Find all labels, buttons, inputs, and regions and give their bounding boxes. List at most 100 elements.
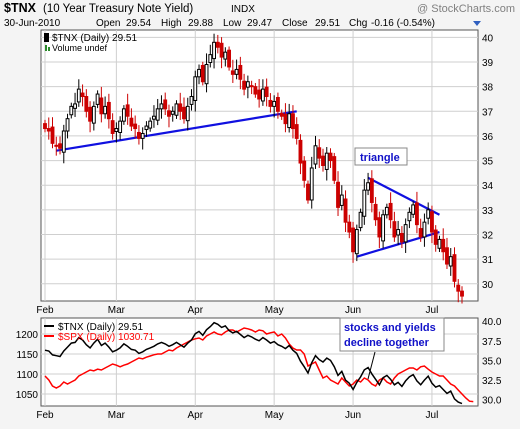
candle <box>339 185 344 211</box>
candle-body <box>264 86 269 98</box>
candle-body <box>182 106 186 120</box>
candle-body <box>91 105 96 124</box>
legend-tnx: $TNX (Daily) 29.51 <box>52 33 137 44</box>
candle-body <box>152 115 156 120</box>
candle <box>200 61 205 86</box>
candle-body <box>178 103 183 112</box>
candle-body <box>80 92 85 98</box>
candle-body <box>430 211 434 233</box>
candle-body <box>99 97 104 115</box>
candle-body <box>155 108 160 121</box>
candle-body <box>204 63 209 85</box>
candle-legend-icon <box>44 33 49 42</box>
candle <box>399 226 404 249</box>
volume-legend-icon <box>45 45 47 51</box>
candle <box>43 119 47 133</box>
candle-body <box>200 64 205 83</box>
candle <box>294 117 299 145</box>
candle-body <box>445 247 449 265</box>
candle-body <box>140 132 145 139</box>
comparison-legend: $TNX (Daily) 29.51 $SPX (Daily) 1030.71 <box>44 322 155 343</box>
candle <box>227 46 232 71</box>
candle-body <box>215 41 220 48</box>
price-y-tick-label: 34 <box>482 181 494 192</box>
high-label: High <box>161 18 182 29</box>
candle <box>309 156 314 209</box>
candle-body <box>242 80 247 90</box>
trendline <box>56 110 297 152</box>
candle <box>73 92 77 117</box>
candle <box>189 89 194 111</box>
symbol-description: (10 Year Treasury Note Yield) <box>43 3 193 15</box>
candle <box>125 93 130 125</box>
candle-body <box>441 238 446 253</box>
candle <box>140 127 145 150</box>
candle <box>411 201 416 218</box>
candle <box>167 104 171 128</box>
candle-body <box>388 202 393 221</box>
candle <box>136 125 141 145</box>
candle-body <box>238 64 243 80</box>
candle-body <box>212 41 216 60</box>
candle <box>433 225 438 252</box>
comparison-y-tick-right: 35.0 <box>482 356 502 367</box>
candle <box>114 122 119 143</box>
candle <box>193 70 198 112</box>
candle <box>407 207 412 229</box>
candle <box>76 79 81 107</box>
candle-body <box>167 110 171 117</box>
decline-annotation-line2: decline together <box>344 337 430 349</box>
candle <box>84 89 89 118</box>
candle-body <box>114 128 119 133</box>
candle <box>46 117 51 140</box>
candle <box>54 136 59 156</box>
candle-body <box>306 183 310 201</box>
dropdown-arrow-icon[interactable] <box>473 21 481 26</box>
candle <box>129 108 134 132</box>
candle <box>302 156 307 188</box>
price-x-tick-label: Apr <box>187 305 203 316</box>
symbol: $TNX <box>4 1 37 15</box>
candle <box>212 33 216 69</box>
candle-body <box>219 42 224 58</box>
candle <box>204 53 209 93</box>
candle-body <box>61 130 66 153</box>
candle-body <box>381 214 386 242</box>
decline-annotation-line1: stocks and yields <box>344 322 436 334</box>
candle <box>287 103 292 133</box>
price-y-tick-label: 38 <box>482 83 494 94</box>
price-x-tick-label: Jun <box>345 305 361 316</box>
legend-volume: Volume undef <box>52 43 108 53</box>
candle-body <box>283 113 288 125</box>
candle <box>388 192 393 229</box>
candle-body <box>121 108 126 122</box>
candle-body <box>245 81 250 88</box>
candle-body <box>223 51 228 60</box>
candle-body <box>189 96 194 105</box>
candle-body <box>118 120 123 133</box>
candle-body <box>76 88 81 103</box>
candle-body <box>298 139 303 164</box>
candle-body <box>88 106 93 122</box>
candle <box>275 92 280 119</box>
price-grid <box>41 30 478 301</box>
candle <box>422 213 427 247</box>
candle <box>208 44 213 68</box>
candle-body <box>193 76 198 101</box>
candle <box>448 248 453 276</box>
candle-body <box>103 105 108 115</box>
candle-body <box>418 228 423 238</box>
price-x-axis: Feb Mar Apr May Jun Jul <box>36 305 438 316</box>
candle-body <box>73 103 77 109</box>
candle-body <box>358 211 363 229</box>
candle-body <box>302 160 307 181</box>
candle-body <box>50 126 55 144</box>
candle <box>366 172 371 196</box>
candle-body <box>354 229 359 255</box>
candle-body <box>129 117 134 127</box>
candle <box>144 121 149 137</box>
candle-body <box>460 290 464 297</box>
comparison-x-tick-label: Mar <box>108 410 126 421</box>
candle <box>253 82 258 98</box>
